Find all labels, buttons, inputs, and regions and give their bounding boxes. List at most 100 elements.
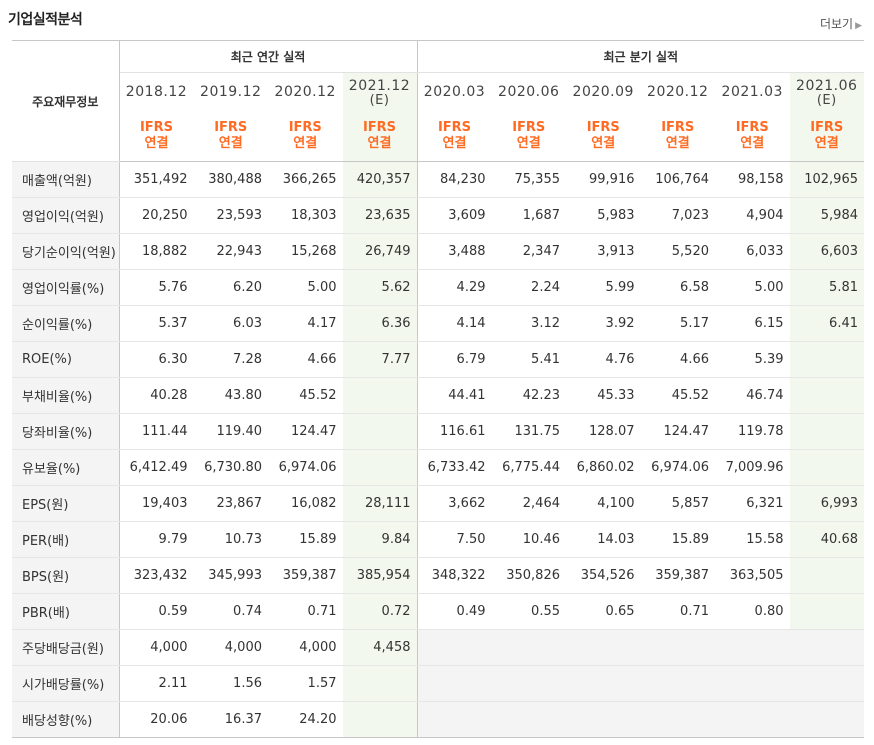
value-cell: 5,983: [566, 197, 641, 234]
value-cell: [640, 665, 715, 702]
value-cell: 2.24: [491, 269, 566, 306]
value-cell: 28,111: [342, 485, 417, 522]
value-cell: [715, 701, 790, 738]
value-cell: 0.59: [119, 593, 194, 630]
ifrs-basis-header: IFRS 연결: [491, 111, 566, 162]
value-cell: 6,860.02: [566, 449, 641, 486]
value-cell: [342, 449, 417, 486]
row-label: EPS(원): [12, 485, 120, 522]
value-cell: [566, 665, 641, 702]
table-row: PBR(배) 0.59 0.74 0.71 0.72 0.49 0.55 0.65 0.71 0.…: [12, 593, 864, 630]
period-label: 2021.06: [796, 77, 858, 94]
value-cell: 7,023: [640, 197, 715, 234]
value-cell: [342, 701, 417, 738]
row-label: PBR(배): [12, 593, 120, 630]
value-cell: 7,009.96: [715, 449, 790, 486]
consolidated-label: 연결: [740, 136, 765, 151]
financial-table: 주요재무정보 최근 연간 실적 최근 분기 실적 2018.12 2019.12 2…: [12, 40, 864, 738]
value-cell: 363,505: [715, 557, 790, 594]
value-cell: 6.41: [789, 305, 864, 342]
value-cell: 0.72: [342, 593, 417, 630]
period-label: 2020.06: [498, 84, 560, 100]
ifrs-basis-header: IFRS 연결: [566, 111, 641, 162]
estimate-marker: (E): [369, 92, 390, 108]
value-cell: [491, 629, 566, 666]
row-label: 시가배당률(%): [12, 665, 120, 702]
period-label: 2020.09: [572, 84, 634, 100]
value-cell: 4.14: [416, 305, 492, 342]
row-label: 영업이익률(%): [12, 269, 120, 306]
value-cell: 0.80: [715, 593, 790, 630]
ifrs-basis-header: IFRS 연결: [416, 111, 492, 162]
table-row: 주당배당금(원) 4,000 4,000 4,000 4,458: [12, 629, 864, 666]
row-label: 당기순이익(억원): [12, 233, 120, 270]
value-cell: [566, 701, 641, 738]
value-cell: 0.71: [268, 593, 343, 630]
period-header: 2020.12: [641, 73, 716, 112]
value-cell: 4,000: [119, 629, 194, 666]
value-cell: [342, 665, 417, 702]
period-header: 2020.09: [566, 73, 641, 112]
value-cell: 111.44: [119, 413, 194, 450]
value-cell: 1,687: [491, 197, 566, 234]
value-cell: 5,984: [789, 197, 864, 234]
value-cell: 4.76: [566, 341, 641, 378]
period-header: 2018.12: [119, 73, 194, 112]
value-cell: 42.23: [491, 377, 566, 414]
value-cell: 10.73: [193, 521, 268, 558]
value-cell: 6.79: [416, 341, 492, 378]
more-link[interactable]: 더보기 ▶: [820, 15, 862, 32]
value-cell: 5.17: [640, 305, 715, 342]
table-row: 시가배당률(%) 2.11 1.56 1.57: [12, 665, 864, 702]
value-cell: 15.89: [268, 521, 343, 558]
ifrs-basis-header: IFRS 연결: [789, 111, 864, 162]
value-cell: 18,882: [119, 233, 194, 270]
value-cell: 0.71: [640, 593, 715, 630]
value-cell: 16.37: [193, 701, 268, 738]
row-label: BPS(원): [12, 557, 120, 594]
value-cell: 3,913: [566, 233, 641, 270]
value-cell: 5,857: [640, 485, 715, 522]
value-cell: 0.55: [491, 593, 566, 630]
row-label: 당좌비율(%): [12, 413, 120, 450]
value-cell: 351,492: [119, 161, 194, 198]
value-cell: 26,749: [342, 233, 417, 270]
value-cell: 23,593: [193, 197, 268, 234]
value-cell: 3.12: [491, 305, 566, 342]
value-cell: 385,954: [342, 557, 417, 594]
period-header: 2021.06 (E): [789, 72, 864, 111]
value-cell: 0.49: [416, 593, 492, 630]
period-header: 2021.12 (E): [342, 72, 417, 111]
value-cell: [789, 377, 864, 414]
value-cell: 106,764: [640, 161, 715, 198]
table-row: 부채비율(%) 40.28 43.80 45.52 44.41 42.23 45.33 45.…: [12, 377, 864, 414]
table-row: ROE(%) 6.30 7.28 4.66 7.77 6.79 5.41 4.76 4.66 5.…: [12, 341, 864, 378]
value-cell: 5.00: [715, 269, 790, 306]
ifrs-basis-header: IFRS 연결: [342, 111, 417, 162]
value-cell: 4,458: [342, 629, 417, 666]
ifrs-label: IFRS: [512, 120, 546, 135]
value-cell: 6,733.42: [416, 449, 492, 486]
consolidated-label: 연결: [367, 136, 392, 151]
ifrs-basis-header: IFRS 연결: [119, 111, 194, 162]
value-cell: [789, 629, 864, 666]
table-row: 매출액(억원) 351,492 380,488 366,265 420,357 84,23…: [12, 161, 864, 198]
row-label: 매출액(억원): [12, 161, 120, 198]
value-cell: 4.66: [268, 341, 343, 378]
value-cell: 40.68: [789, 521, 864, 558]
value-cell: 354,526: [566, 557, 641, 594]
value-cell: 4,000: [268, 629, 343, 666]
row-label: 배당성향(%): [12, 701, 120, 738]
value-cell: 6,730.80: [193, 449, 268, 486]
value-cell: 4,100: [566, 485, 641, 522]
period-label: 2018.12: [125, 84, 188, 100]
value-cell: 75,355: [491, 161, 566, 198]
value-cell: 20,250: [119, 197, 194, 234]
value-cell: 3,662: [416, 485, 492, 522]
period-header: 2020.06: [492, 73, 567, 112]
ifrs-basis-header: IFRS 연결: [268, 111, 343, 162]
value-cell: 9.79: [119, 521, 194, 558]
value-cell: [416, 629, 492, 666]
period-label: 2020.03: [423, 84, 486, 100]
value-cell: 9.84: [342, 521, 417, 558]
